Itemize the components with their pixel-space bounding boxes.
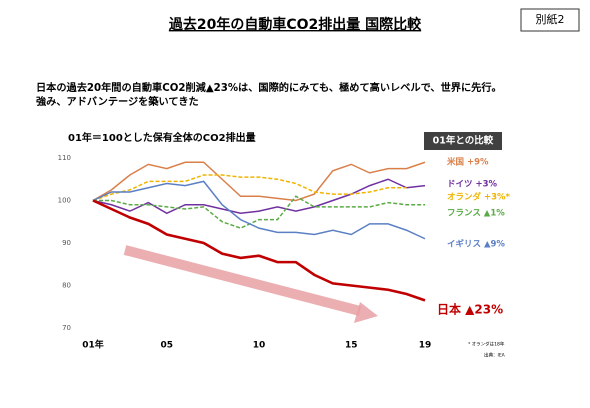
x-tick-label: 05 [161,341,174,351]
series-label: イギリス ▲9% [447,239,505,250]
series-label: 日本 ▲23% [437,302,503,317]
series-label: オランダ +3%* [447,192,511,203]
series-line [92,178,426,215]
x-tick-label: 10 [253,341,266,351]
trend-arrow [123,245,362,316]
y-tick-label: 110 [58,154,71,162]
trend-arrow-head [354,302,378,323]
series-line [92,180,426,240]
series-line [92,161,426,202]
badge-box [520,8,580,32]
chart-title: 01年＝100とした保有全体のCO2排出量 [68,131,256,144]
slide-title: 過去20年の自動車CO2排出量 国際比較 [168,16,422,33]
series-label: 米国 +9% [447,157,489,168]
series-line [92,199,426,302]
series-line [93,195,425,229]
lead-text: 日本の過去20年間の自動車CO2削減▲23%は、国際的にみても、極めて高いレベル… [36,81,502,94]
note: 出典：IEA [484,352,506,359]
series-label: ドイツ +3% [447,180,497,190]
y-tick-label: 70 [62,324,71,332]
legend-title: 01年との比較 [433,135,494,147]
x-tick-label: 01年 [82,339,104,351]
y-tick-label: 90 [62,239,71,247]
y-tick-label: 100 [58,197,71,205]
series-line [92,174,407,202]
note: * オランダは18年 [468,341,505,348]
lead-text: 強み、アドバンテージを築いてきた [36,95,199,108]
x-tick-label: 19 [419,341,432,351]
series-label: フランス ▲1% [447,209,505,219]
badge: 別紙2 [536,12,565,26]
x-tick-label: 15 [345,341,358,351]
legend-title-box [424,132,502,150]
y-tick-label: 80 [62,282,71,290]
